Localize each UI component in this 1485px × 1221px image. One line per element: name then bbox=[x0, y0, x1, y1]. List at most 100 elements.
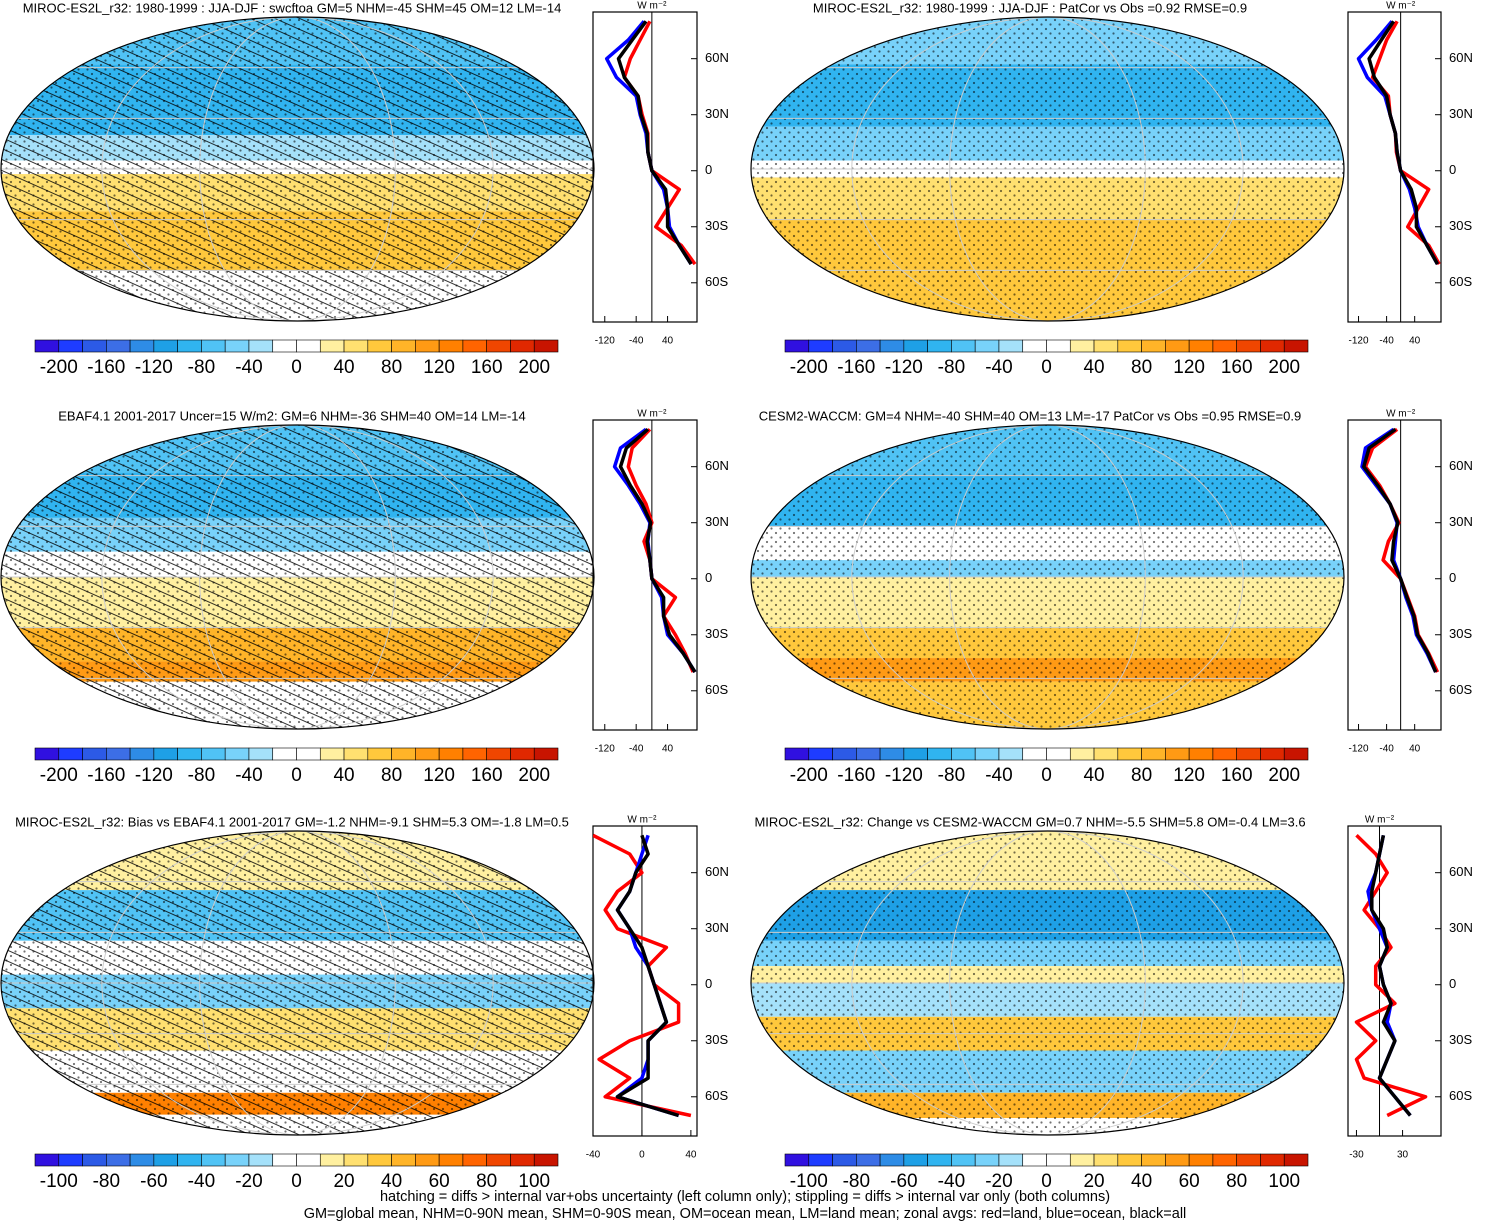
colorbar-label: -40 bbox=[938, 1171, 965, 1192]
colorbar-box bbox=[1212, 1153, 1237, 1167]
colorbar-box bbox=[1069, 339, 1095, 353]
colorbar-box bbox=[510, 747, 535, 761]
colorbar-box bbox=[974, 747, 1000, 761]
y-tick-label: 60S bbox=[705, 682, 728, 697]
unit-label: W m⁻² bbox=[627, 815, 657, 826]
x-tick-label: 30 bbox=[1397, 1150, 1409, 1161]
colorbar-label: 160 bbox=[1221, 357, 1253, 378]
zonal-line bbox=[1354, 834, 1428, 1118]
x-tick-label: 0 bbox=[639, 1150, 645, 1161]
map-border bbox=[0, 830, 595, 1136]
colorbar-label: 0 bbox=[291, 357, 302, 378]
map bbox=[751, 831, 1344, 1135]
y-tick-label: 0 bbox=[1449, 162, 1456, 177]
colorbar-label: 120 bbox=[1173, 357, 1205, 378]
colorbar-label: 100 bbox=[1268, 1171, 1300, 1192]
colorbar-label: -120 bbox=[885, 765, 923, 786]
colorbar-label: -60 bbox=[140, 1171, 167, 1192]
colorbar-box bbox=[879, 339, 905, 353]
colorbar-box bbox=[1212, 339, 1237, 353]
colorbar-box bbox=[1022, 1153, 1047, 1167]
colorbar-box bbox=[784, 1153, 810, 1167]
panel-title: CESM2-WACCM: GM=4 NHM=-40 SHM=40 OM=13 L… bbox=[759, 408, 1301, 423]
zonal-frame bbox=[1347, 419, 1442, 731]
colorbar-box bbox=[296, 339, 321, 353]
colorbar-box bbox=[1069, 747, 1095, 761]
colorbar-box bbox=[367, 339, 392, 353]
colorbar-box bbox=[367, 1153, 392, 1167]
map bbox=[1, 17, 594, 321]
colorbar-box bbox=[343, 747, 369, 761]
zonal-frame bbox=[592, 825, 698, 1137]
colorbar-box bbox=[486, 1153, 511, 1167]
colorbar-box bbox=[391, 747, 416, 761]
colorbar-box bbox=[1283, 1153, 1309, 1167]
colorbar-box bbox=[106, 747, 131, 761]
unit-label: W m⁻² bbox=[1365, 815, 1395, 826]
zonal-frame bbox=[1347, 11, 1442, 323]
map-border bbox=[0, 16, 595, 322]
colorbar-box bbox=[1117, 747, 1142, 761]
colorbar-box bbox=[248, 339, 274, 353]
colorbar-label: -160 bbox=[87, 765, 125, 786]
colorbar-label: -120 bbox=[135, 357, 173, 378]
y-tick-label: 30S bbox=[705, 1032, 728, 1047]
x-tick-label: 40 bbox=[1409, 744, 1421, 755]
zonal-line bbox=[624, 21, 695, 301]
graticule bbox=[101, 831, 494, 1135]
colorbar-box bbox=[1260, 339, 1285, 353]
colorbar-label: -40 bbox=[985, 357, 1012, 378]
y-tick-label: 60S bbox=[1449, 274, 1472, 289]
colorbar-box bbox=[1188, 747, 1214, 761]
colorbar-box bbox=[832, 339, 857, 353]
y-tick-label: 30S bbox=[705, 626, 728, 641]
y-tick-label: 30N bbox=[705, 920, 729, 935]
colorbar-box bbox=[415, 747, 440, 761]
colorbar-box bbox=[1283, 339, 1309, 353]
colorbar-label: 120 bbox=[423, 357, 455, 378]
graticule bbox=[851, 17, 1244, 321]
colorbar-box bbox=[319, 339, 345, 353]
colorbar-box bbox=[903, 339, 928, 353]
x-tick-label: -40 bbox=[586, 1150, 601, 1161]
colorbar-box bbox=[343, 1153, 369, 1167]
graticule bbox=[199, 831, 396, 1135]
graticule bbox=[199, 17, 396, 321]
colorbar-box bbox=[415, 1153, 440, 1167]
colorbar-box bbox=[1212, 747, 1237, 761]
y-tick-label: 0 bbox=[1449, 570, 1456, 585]
y-tick-label: 60N bbox=[1449, 864, 1473, 879]
colorbar-box bbox=[248, 1153, 274, 1167]
y-tick-label: 60S bbox=[1449, 1088, 1472, 1103]
colorbar-box bbox=[784, 339, 810, 353]
colorbar-label: -60 bbox=[890, 1171, 917, 1192]
map bbox=[751, 425, 1344, 729]
colorbar-box bbox=[34, 747, 60, 761]
colorbar-box bbox=[1093, 1153, 1119, 1167]
colorbar-label: 80 bbox=[476, 1171, 497, 1192]
graticule bbox=[949, 17, 1146, 321]
colorbar-box bbox=[974, 1153, 1000, 1167]
colorbar-box bbox=[106, 1153, 131, 1167]
colorbar-box bbox=[808, 1153, 833, 1167]
x-tick-label: 40 bbox=[662, 744, 674, 755]
x-tick-label: -120 bbox=[595, 744, 615, 755]
colorbar-label: -80 bbox=[93, 1171, 120, 1192]
x-tick-label: -120 bbox=[1349, 744, 1369, 755]
colorbar-box bbox=[106, 339, 131, 353]
y-tick-label: 30S bbox=[1449, 1032, 1472, 1047]
zonal-line bbox=[1366, 429, 1438, 709]
colorbar-box bbox=[34, 339, 60, 353]
colorbar-box bbox=[951, 339, 976, 353]
colorbar-box bbox=[998, 747, 1024, 761]
panel-title: MIROC-ES2L_r32: 1980-1999 : JJA-DJF : sw… bbox=[23, 0, 562, 15]
colorbar-box bbox=[272, 747, 297, 761]
colorbar-label: 200 bbox=[518, 357, 550, 378]
colorbar-label: 40 bbox=[333, 357, 354, 378]
y-tick-label: 60S bbox=[1449, 682, 1472, 697]
unit-label: W m⁻² bbox=[637, 1, 667, 12]
colorbar-label: 0 bbox=[1041, 765, 1052, 786]
colorbar-box bbox=[58, 339, 83, 353]
colorbar-box bbox=[856, 747, 881, 761]
colorbar-box bbox=[510, 339, 535, 353]
